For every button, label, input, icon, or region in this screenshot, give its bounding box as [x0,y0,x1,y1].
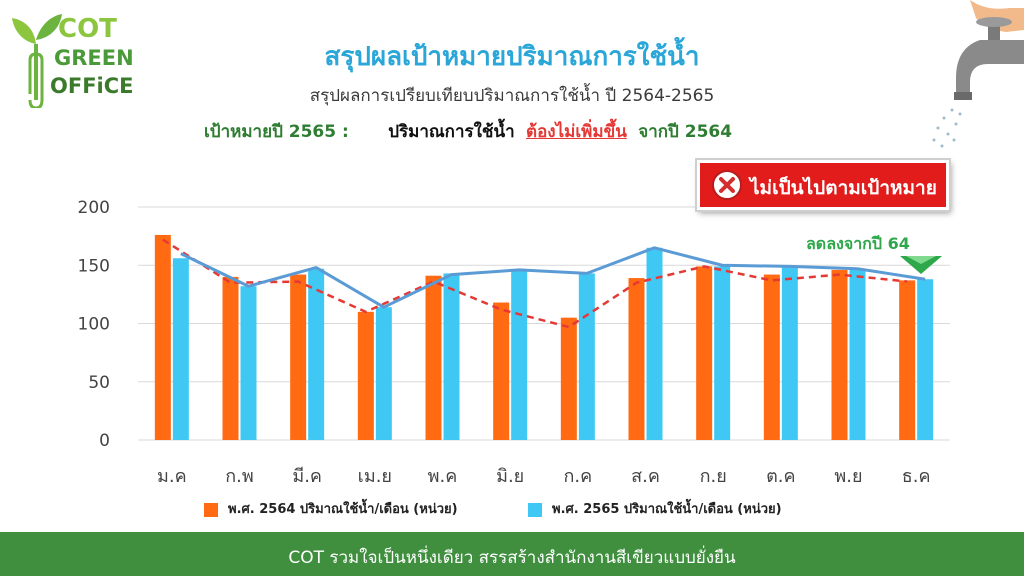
logo-line-3: OFFiCE [50,74,134,98]
bar [578,273,595,440]
legend-swatch-2565 [528,502,542,517]
bar [763,274,780,440]
bar [443,273,460,440]
x-tick-label: มี.ค [292,466,322,487]
bar [831,269,848,440]
y-tick-label: 100 [78,315,110,335]
bar [917,279,934,440]
page-title: สรุปผลเป้าหมายปริมาณการใช้น้ำ [324,42,700,72]
x-tick-label: พ.ย [834,466,862,487]
y-tick-label: 0 [99,431,110,451]
bar [781,266,798,440]
bar [375,307,392,440]
x-tick-label: ก.พ [225,466,254,487]
x-tick-label: เม.ย [358,466,392,487]
target-statement: เป้าหมายปี 2565 : ปริมาณการใช้น้ำ ต้องไม… [204,118,732,145]
target-suffix: จากปี 2564 [638,122,733,142]
footer-bar: COT รวมใจเป็นหนึ่งเดียว สรรสร้างสำนักงาน… [0,532,1024,576]
x-circle-icon [712,170,742,200]
bar [425,275,442,440]
bar [696,266,713,440]
cot-green-office-logo: COT GREEN OFFiCE [4,4,134,110]
leaf-logo-icon [12,14,62,110]
trend-line [180,246,926,309]
bar [493,302,510,440]
x-tick-label: ม.ค [157,466,187,487]
footer-slogan: COT รวมใจเป็นหนึ่งเดียว สรรสร้างสำนักงาน… [288,548,736,568]
page-subtitle: สรุปผลการเปรียบเทียบปริมาณการใช้น้ำ ปี 2… [309,86,715,106]
y-tick-label: 150 [78,256,110,276]
trend-line [162,238,908,329]
bar [240,286,257,440]
bar [154,234,171,440]
bar [290,274,307,440]
legend-label-2564: พ.ศ. 2564 ปริมาณใช้น้ำ/เดือน (หน่วย) [228,502,458,517]
faucet-icon [930,0,1024,160]
bar [714,266,731,440]
bar [511,269,528,440]
bar [357,311,374,440]
bar [628,278,645,440]
x-tick-label: ส.ค [631,466,660,487]
legend-item-2564: พ.ศ. 2564 ปริมาณใช้น้ำ/เดือน (หน่วย) [204,498,458,519]
x-tick-label: ธ.ค [902,466,931,487]
x-tick-label: ก.ย [700,466,727,487]
y-tick-label: 50 [88,373,110,393]
x-tick-label: ก.ค [563,466,592,487]
legend-label-2565: พ.ศ. 2565 ปริมาณใช้น้ำ/เดือน (หน่วย) [552,502,782,517]
bar [646,247,663,440]
target-text: ปริมาณการใช้น้ำ [388,122,515,142]
target-label: เป้าหมายปี 2565 : [204,122,349,142]
legend-item-2565: พ.ศ. 2565 ปริมาณใช้น้ำ/เดือน (หน่วย) [528,498,782,519]
reduced-annotation: ลดลงจากปี 64 [806,234,910,253]
bar [222,276,239,440]
bar [308,268,325,440]
x-tick-label: มิ.ย [496,466,524,487]
target-emphasis: ต้องไม่เพิ่มขึ้น [526,122,627,142]
target-not-met-badge: ไม่เป็นไปตามเป้าหมาย [697,160,949,210]
x-tick-label: พ.ค [428,466,458,487]
legend-swatch-2564 [204,502,218,517]
triangle-down-icon [900,256,942,274]
y-tick-label: 200 [78,198,110,218]
bar [899,280,916,440]
target-not-met-text: ไม่เป็นไปตามเป้าหมาย [750,177,937,199]
bar [560,317,577,440]
bar [849,268,866,440]
bar [172,258,189,440]
logo-line-1: COT [58,14,117,44]
logo-line-2: GREEN [54,46,134,70]
x-tick-label: ต.ค [766,466,795,487]
